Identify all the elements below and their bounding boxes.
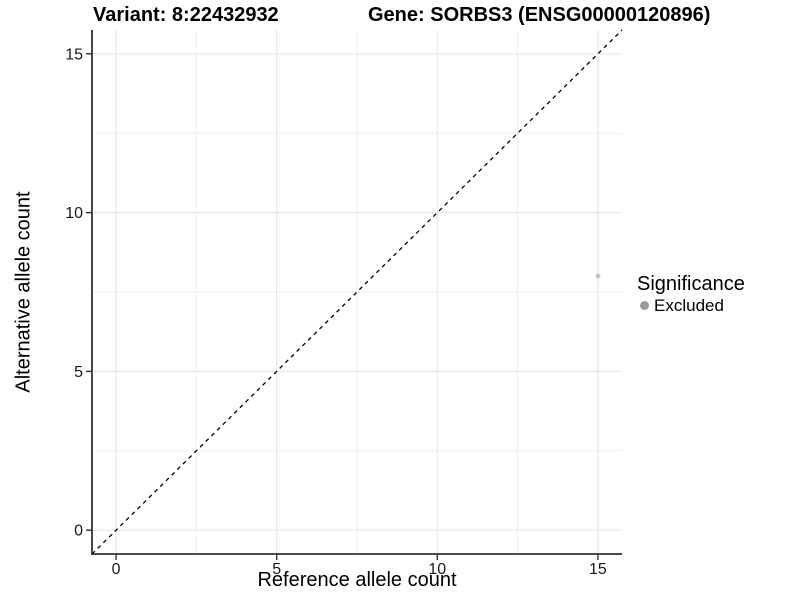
plot-title-variant: Variant: 8:22432932 xyxy=(93,4,279,26)
y-tick-label: 5 xyxy=(74,364,83,381)
x-axis-label: Reference allele count xyxy=(257,569,457,591)
data-point xyxy=(595,273,601,279)
y-tick-label: 15 xyxy=(65,46,83,63)
y-axis-label: Alternative allele count xyxy=(12,191,35,393)
legend-entry-label: Excluded xyxy=(654,296,724,315)
legend-point-icon xyxy=(640,301,649,310)
legend: Significance Excluded xyxy=(637,273,745,315)
plot-title-gene: Gene: SORBS3 (ENSG00000120896) xyxy=(368,4,711,26)
x-tick-label: 0 xyxy=(112,561,121,578)
x-tick-label: 5 xyxy=(272,561,281,578)
x-tick-label: 15 xyxy=(589,561,607,578)
x-tick-label: 10 xyxy=(428,561,446,578)
legend-title: Significance xyxy=(637,273,745,295)
y-tick-label: 0 xyxy=(74,523,83,540)
legend-entry-excluded: Excluded xyxy=(637,296,745,315)
y-tick-label: 10 xyxy=(65,205,83,222)
